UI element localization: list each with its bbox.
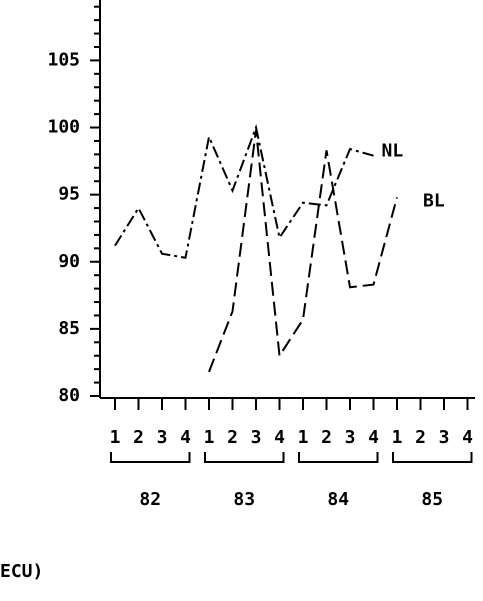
x-tick-label: 3 bbox=[439, 427, 450, 448]
series-label: NL bbox=[382, 141, 404, 162]
x-tick-label: 1 bbox=[392, 427, 403, 448]
x-tick-label: 4 bbox=[368, 427, 379, 448]
y-tick-label: 85 bbox=[58, 318, 80, 339]
x-tick-label: 1 bbox=[110, 427, 121, 448]
group-bracket bbox=[392, 452, 473, 463]
x-tick-label: 1 bbox=[204, 427, 215, 448]
x-tick-label: 3 bbox=[251, 427, 262, 448]
group-bracket bbox=[204, 452, 285, 463]
series-line bbox=[114, 123, 374, 259]
x-tick-label: 2 bbox=[133, 427, 144, 448]
series-line bbox=[208, 130, 398, 373]
group-label: 82 bbox=[139, 489, 161, 510]
series-label: BL bbox=[423, 190, 445, 211]
footnote: ECU) bbox=[0, 561, 43, 582]
y-tick-label: 95 bbox=[58, 184, 80, 205]
x-tick-label: 2 bbox=[227, 427, 238, 448]
y-tick-label: 90 bbox=[58, 251, 80, 272]
group-bracket bbox=[110, 452, 191, 463]
x-tick-label: 4 bbox=[462, 427, 473, 448]
x-tick-label: 3 bbox=[157, 427, 168, 448]
x-tick-label: 3 bbox=[345, 427, 356, 448]
group-label: 84 bbox=[327, 489, 349, 510]
group-bracket bbox=[298, 452, 379, 463]
y-tick-label: 80 bbox=[58, 385, 80, 406]
x-tick-label: 1 bbox=[298, 427, 309, 448]
x-tick-label: 4 bbox=[180, 427, 191, 448]
group-label: 85 bbox=[421, 489, 443, 510]
y-tick-label: 100 bbox=[47, 117, 80, 138]
x-tick-label: 2 bbox=[415, 427, 426, 448]
group-label: 83 bbox=[233, 489, 255, 510]
x-tick-label: 4 bbox=[274, 427, 285, 448]
x-tick-label: 2 bbox=[321, 427, 332, 448]
y-tick-label: 105 bbox=[47, 49, 80, 70]
